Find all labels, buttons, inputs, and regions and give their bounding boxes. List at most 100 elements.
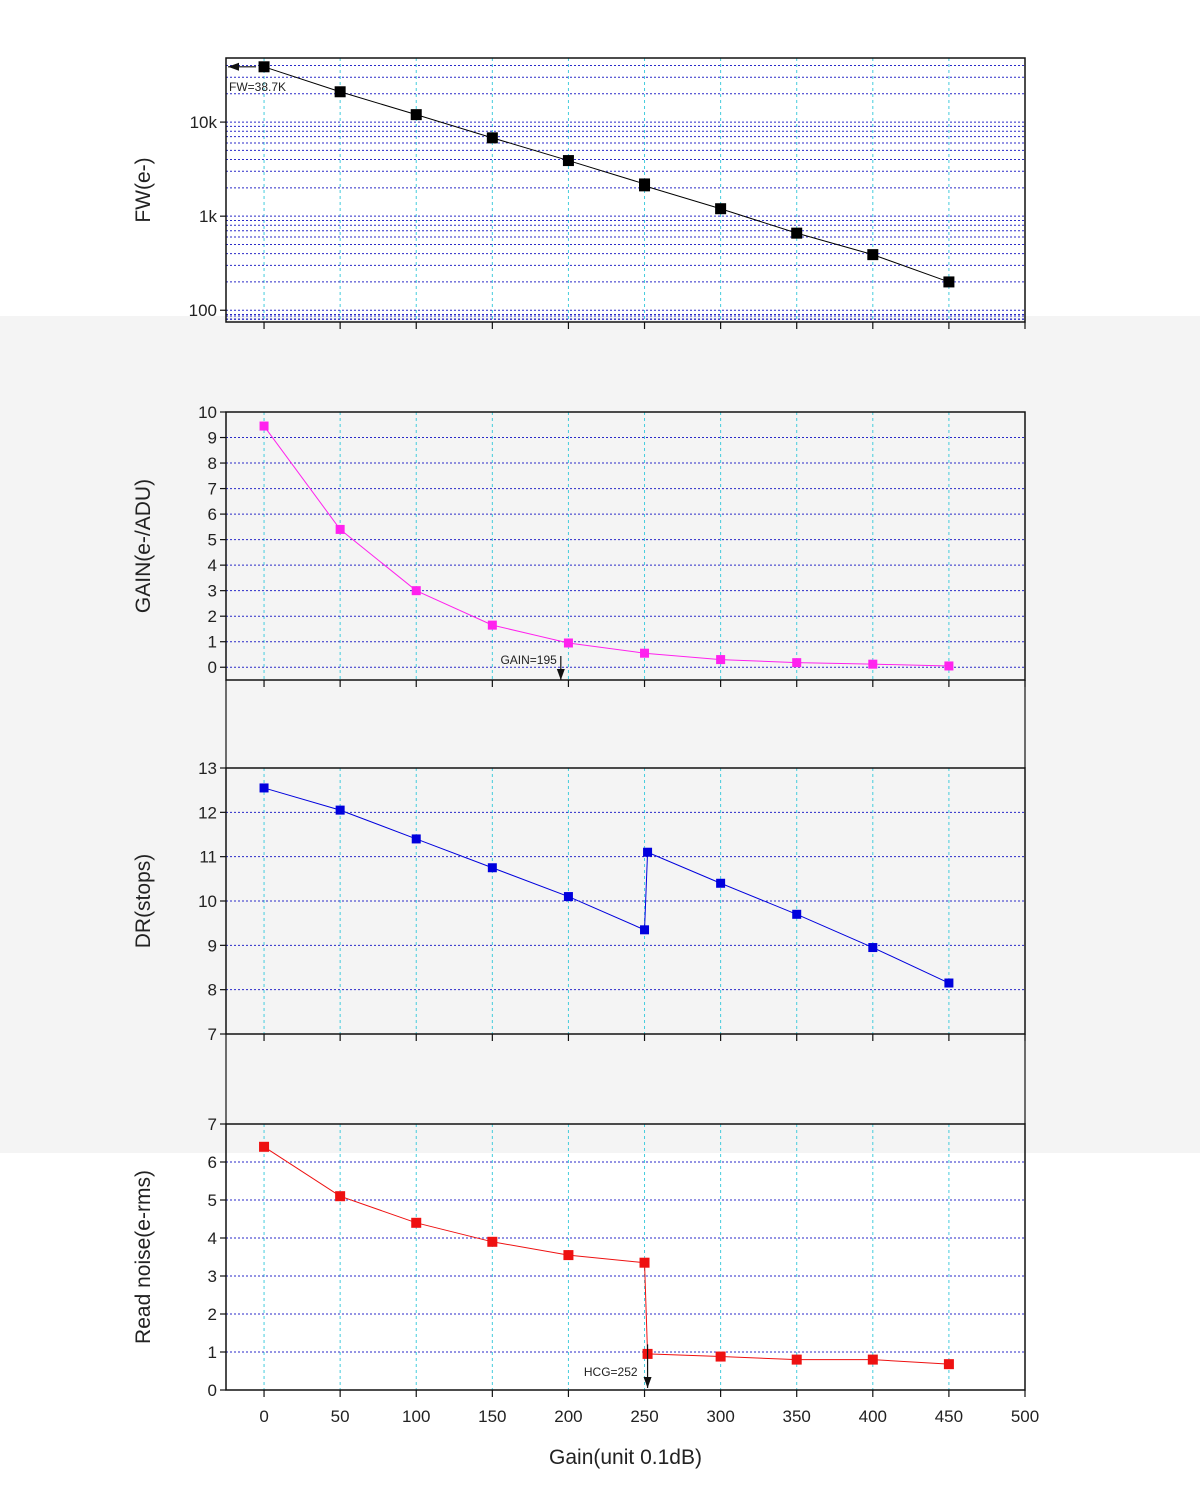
fw-annotation-label: FW=38.7K [229, 80, 286, 94]
fw-data-point [639, 180, 651, 192]
rn-series-line [263, 1146, 949, 1365]
rn-data-point [487, 1236, 498, 1247]
dr-ytick-label: 8 [208, 981, 217, 1000]
dr-data-point [640, 925, 650, 935]
gain-ytick-label: 10 [198, 403, 217, 422]
fw-data-point [715, 203, 727, 215]
dr-data-point [487, 863, 497, 873]
x-tick-label: 450 [935, 1407, 963, 1426]
gain-data-point [259, 421, 269, 431]
gain-ylabel: GAIN(e-/ADU) [132, 479, 155, 613]
dr-ytick-label: 10 [198, 892, 217, 911]
background-band [0, 316, 1200, 1153]
rn-annotation-label: HCG=252 [584, 1365, 638, 1379]
rn-data-point [259, 1141, 270, 1152]
rn-data-point [335, 1191, 346, 1202]
gain-data-point [640, 648, 650, 658]
fw-ytick-label: 100 [189, 301, 217, 320]
x-tick-label: 100 [402, 1407, 430, 1426]
x-tick-label: 400 [859, 1407, 887, 1426]
fw-annotation-arrowhead [228, 62, 239, 71]
gain-ytick-label: 3 [208, 582, 217, 601]
fw-series-line [263, 66, 950, 283]
gain-frame [225, 411, 1026, 681]
gain-data-point [868, 659, 878, 669]
rn-ytick-label: 0 [208, 1381, 217, 1400]
fw-data-point [791, 227, 803, 239]
gain-ytick-label: 4 [208, 556, 217, 575]
dr-data-point [792, 909, 802, 919]
x-tick-label: 500 [1011, 1407, 1039, 1426]
rn-ytick-label: 6 [208, 1153, 217, 1172]
x-tick-label: 0 [259, 1407, 268, 1426]
dr-ytick-label: 12 [198, 803, 217, 822]
gain-data-point [411, 586, 421, 596]
rn-ytick-label: 3 [208, 1267, 217, 1286]
gain-data-point [487, 620, 497, 630]
rn-data-point [867, 1354, 878, 1365]
gain-ytick-label: 2 [208, 607, 217, 626]
x-tick-label: 50 [331, 1407, 350, 1426]
gain-data-point [563, 638, 573, 648]
dr-ylabel: DR(stops) [132, 854, 155, 949]
gain-series-line [263, 425, 949, 667]
x-tick-label: 250 [630, 1407, 658, 1426]
gain-ytick-label: 5 [208, 531, 217, 550]
dr-data-point [563, 892, 573, 902]
dr-data-point [944, 978, 954, 988]
gain-data-point [716, 655, 726, 665]
fw-data-point [486, 132, 498, 144]
rn-ytick-label: 7 [208, 1115, 217, 1134]
dr-series-line [263, 787, 950, 984]
fw-data-point [867, 249, 879, 261]
dr-ytick-label: 7 [208, 1025, 217, 1044]
fw-ytick-label: 1k [199, 207, 217, 226]
dr-data-point [868, 943, 878, 953]
fw-data-point [410, 109, 422, 121]
rn-data-point [715, 1351, 726, 1362]
rn-data-point [563, 1250, 574, 1261]
dr-ytick-label: 11 [199, 848, 217, 867]
gain-ytick-label: 8 [208, 454, 217, 473]
rn-ytick-label: 1 [208, 1343, 217, 1362]
gain-annotation-label: GAIN=195 [500, 653, 557, 667]
dr-data-point [643, 847, 653, 857]
x-tick-label: 350 [783, 1407, 811, 1426]
x-axis-title: Gain(unit 0.1dB) [549, 1446, 702, 1469]
gain-data-point [335, 524, 345, 534]
fw-data-point [334, 86, 346, 98]
fw-ylabel: FW(e-) [132, 157, 155, 222]
rn-ytick-label: 4 [208, 1229, 217, 1248]
gain-annotation-arrowhead [556, 669, 565, 680]
gain-ytick-label: 0 [208, 658, 217, 677]
gain-ytick-label: 7 [208, 480, 217, 499]
gain-data-point [792, 658, 802, 668]
x-tick-label: 200 [554, 1407, 582, 1426]
rn-frame [225, 1123, 1026, 1391]
fw-data-point [562, 155, 574, 167]
rn-data-point [411, 1217, 422, 1228]
rn-ytick-label: 2 [208, 1305, 217, 1324]
dr-ytick-label: 13 [198, 759, 217, 778]
dr-data-point [335, 805, 345, 815]
gain-ytick-label: 1 [208, 633, 217, 652]
dr-data-point [716, 878, 726, 888]
x-tick-label: 300 [706, 1407, 734, 1426]
rn-annotation-arrowhead [643, 1377, 652, 1388]
fw-data-point [943, 276, 955, 288]
rn-ytick-label: 5 [208, 1191, 217, 1210]
fw-data-point [258, 61, 270, 73]
rn-ylabel: Read noise(e-rms) [132, 1170, 155, 1344]
rn-data-point [791, 1354, 802, 1365]
gain-ytick-label: 6 [208, 505, 217, 524]
dr-data-point [259, 783, 269, 793]
x-tick-label: 150 [478, 1407, 506, 1426]
rn-data-point [639, 1257, 650, 1268]
dr-frame [225, 767, 1026, 1035]
gain-ytick-label: 9 [208, 429, 217, 448]
fw-frame [225, 57, 1026, 323]
dr-data-point [411, 834, 421, 844]
dr-ytick-label: 9 [208, 936, 217, 955]
fw-ytick-label: 10k [190, 113, 218, 132]
